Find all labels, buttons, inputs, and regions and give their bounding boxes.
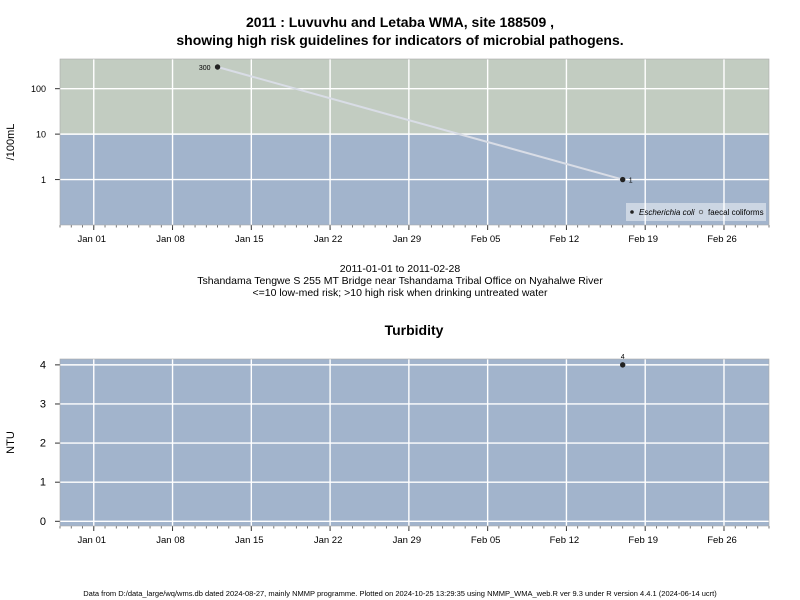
y-tick-label: 4	[40, 359, 46, 371]
x-tick-label: Jan 01	[77, 535, 106, 546]
x-tick-label: Jan 22	[314, 234, 343, 245]
site-description-text: Tshandama Tengwe S 255 MT Bridge near Ts…	[197, 275, 603, 287]
x-tick-label: Jan 08	[156, 234, 185, 245]
x-tick-label: Feb 05	[471, 234, 501, 245]
data-label: 300	[199, 65, 211, 72]
x-tick-label: Jan 15	[235, 234, 264, 245]
x-tick-label: Jan 29	[393, 535, 422, 546]
turbidity-title: Turbidity	[385, 322, 444, 338]
x-tick-label: Jan 15	[235, 535, 264, 546]
x-tick-label: Feb 26	[707, 234, 737, 245]
series-line	[217, 66, 623, 181]
x-tick-label: Jan 29	[393, 234, 422, 245]
legend-label-faecal: faecal coliforms	[708, 208, 764, 217]
y-axis-label: /100mL	[5, 124, 17, 161]
risk-note-text: <=10 low-med risk; >10 high risk when dr…	[252, 287, 548, 299]
legend-label-ecoli: Escherichia coli	[639, 208, 695, 217]
data-label: 4	[621, 354, 625, 361]
y-tick-label: 10	[36, 130, 46, 140]
date-range-text: 2011-01-01 to 2011-02-28	[339, 263, 461, 275]
x-tick-label: Feb 26	[707, 535, 737, 546]
legend-marker-faecal	[698, 209, 704, 215]
legend-marker-ecoli	[630, 210, 634, 214]
data-point	[214, 64, 221, 70]
y-tick-label: 2	[40, 438, 46, 450]
x-tick-label: Feb 19	[628, 535, 658, 546]
x-tick-label: Jan 22	[314, 535, 343, 546]
risk-band-0	[60, 59, 769, 135]
x-tick-label: Jan 01	[77, 234, 106, 245]
data-label: 1	[629, 178, 633, 185]
chart-title-line2: showing high risk guidelines for indicat…	[176, 32, 624, 48]
x-tick-label: Feb 05	[471, 535, 501, 546]
data-point	[619, 176, 626, 183]
x-tick-label: Feb 12	[550, 234, 580, 245]
plot-background	[60, 359, 769, 526]
data-point	[619, 362, 626, 368]
plot-frame	[59, 58, 770, 226]
y-tick-label: 1	[40, 477, 46, 489]
x-tick-label: Jan 08	[156, 535, 185, 546]
ecoli-chart: 1 10 100 Jan 01 Jan 08 Jan 15 Jan 22 Jan 29 Feb …	[5, 58, 770, 245]
y-tick-label: 100	[31, 84, 46, 94]
y-tick-label: 0	[40, 516, 46, 528]
chart-title-line1: 2011 : Luvuvhu and Letaba WMA, site 1885…	[245, 14, 555, 30]
plot-frame	[59, 358, 770, 527]
legend-box	[626, 203, 766, 221]
x-tick-label: Feb 19	[628, 234, 658, 245]
y-axis-label: NTU	[5, 431, 17, 454]
y-tick-label: 1	[41, 175, 46, 185]
footer-source-note: Data from D:/data_large/wq/wms.db dated …	[83, 589, 717, 598]
x-tick-label: Feb 12	[550, 535, 580, 546]
y-tick-label: 3	[40, 398, 46, 410]
